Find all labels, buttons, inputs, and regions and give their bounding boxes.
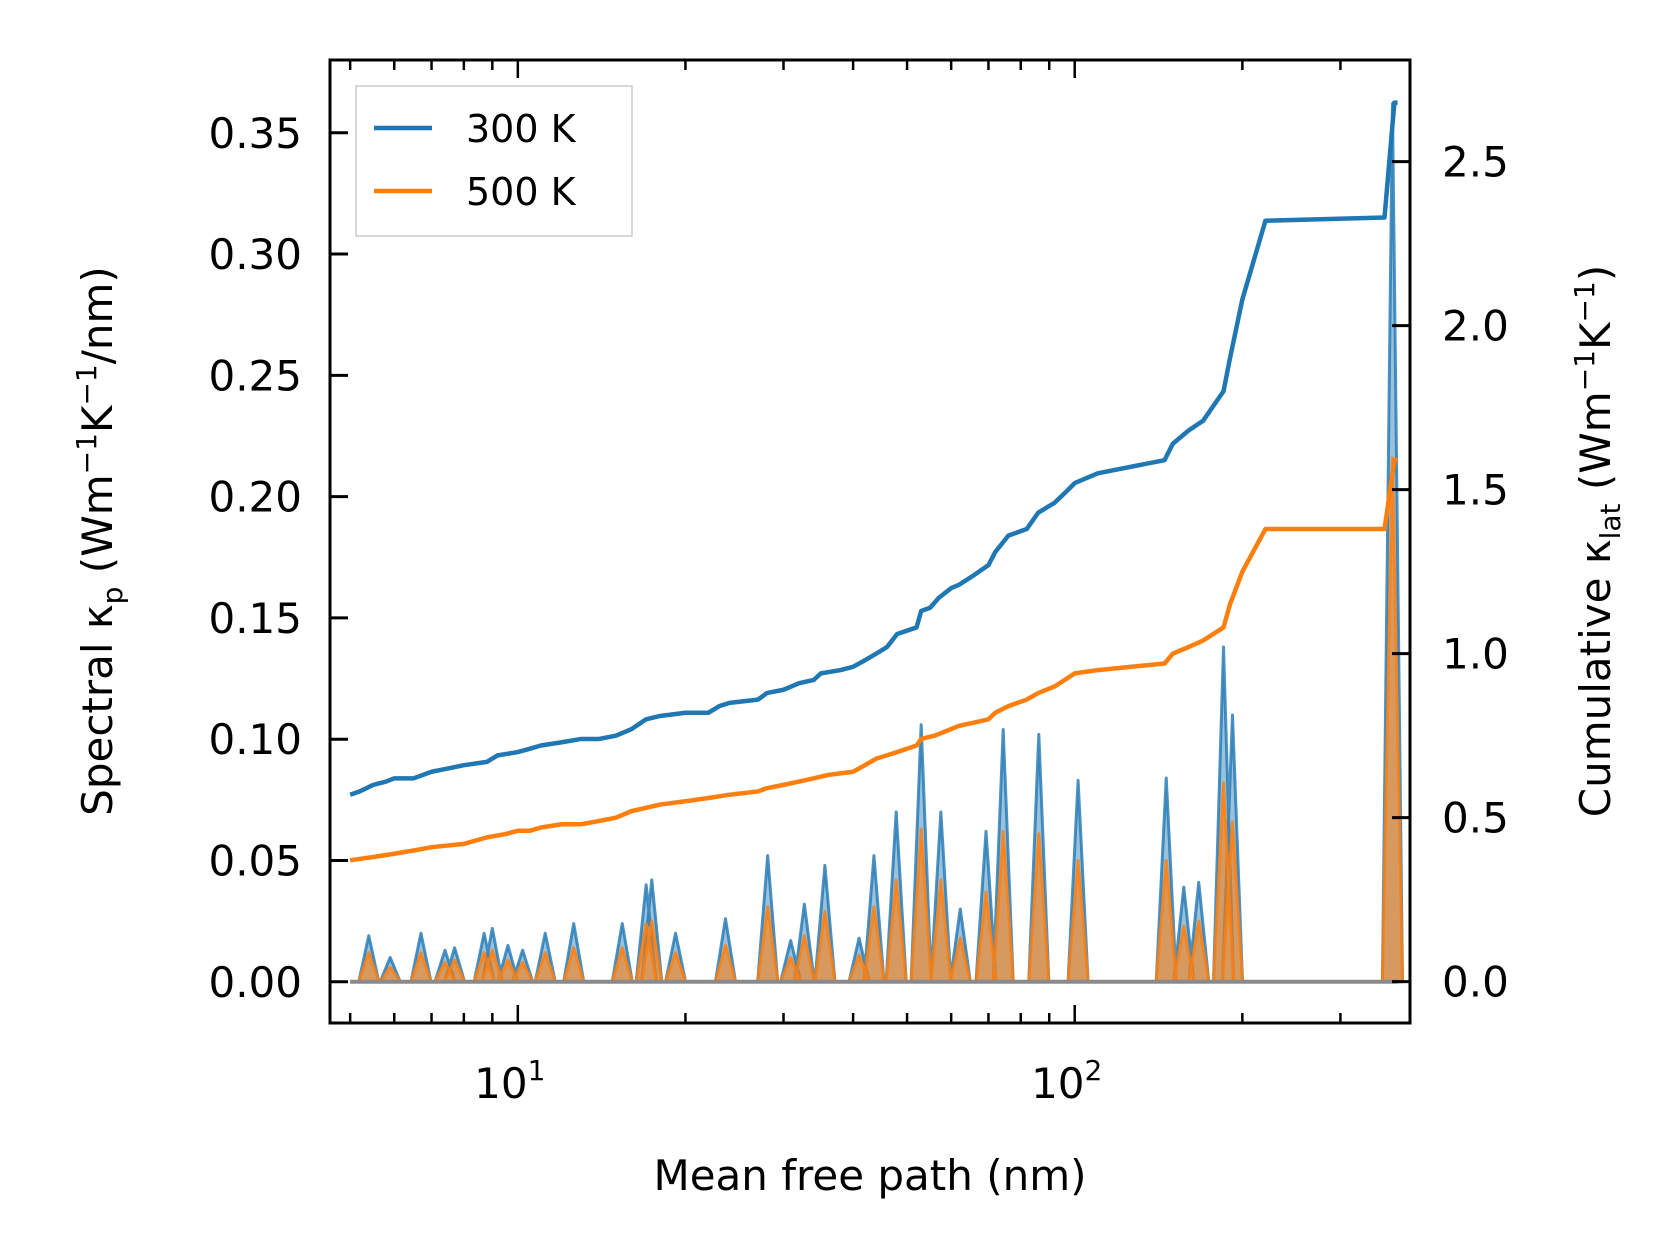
y-right-tick-label: 0.0 — [1442, 958, 1509, 1007]
y-left-tick-label: 0.00 — [208, 958, 302, 1007]
tick-layer — [330, 60, 1412, 1023]
cumulative-line-500k — [349, 457, 1398, 863]
y-right-tick-label: 2.0 — [1442, 302, 1509, 351]
y-left-axis-label: Spectral κp (Wm−1K−1/nm) — [70, 266, 129, 816]
y-left-tick-label: 0.05 — [208, 836, 302, 885]
tick-label-layer: 0.00 0.05 0.10 0.15 0.20 0.25 0.30 0.35 0.0 0.5 1.… — [208, 109, 1508, 1108]
y-right-axis-label: Cumulative κlat (Wm−1K−1) — [1568, 265, 1627, 817]
y-right-tick-label: 1.0 — [1442, 630, 1509, 679]
legend-box — [355, 85, 633, 237]
y-left-tick-label: 0.25 — [208, 351, 302, 400]
plot-frame — [328, 58, 1412, 1025]
y-right-tick-label: 2.5 — [1442, 138, 1509, 187]
spectral-fill-layer — [350, 102, 1404, 984]
y-left-tick-label: 0.15 — [208, 594, 302, 643]
y-left-tick-label: 0.20 — [208, 473, 302, 522]
legend: 300 K 500 K — [355, 85, 633, 237]
y-left-tick-label: 0.10 — [208, 715, 302, 764]
x-tick-label: 101 — [474, 1054, 545, 1108]
y-left-tick-label: 0.35 — [208, 109, 302, 158]
cumulative-line-300k — [349, 100, 1398, 797]
y-right-tick-label: 1.5 — [1442, 466, 1509, 515]
legend-label-500k: 500 K — [466, 170, 577, 214]
x-tick-label: 102 — [1031, 1054, 1102, 1108]
legend-label-300k: 300 K — [466, 107, 577, 151]
y-left-tick-label: 0.30 — [208, 230, 302, 279]
line-layer — [349, 100, 1398, 863]
x-axis-label: Mean free path (nm) — [653, 1151, 1086, 1200]
y-right-tick-label: 0.5 — [1442, 794, 1509, 843]
